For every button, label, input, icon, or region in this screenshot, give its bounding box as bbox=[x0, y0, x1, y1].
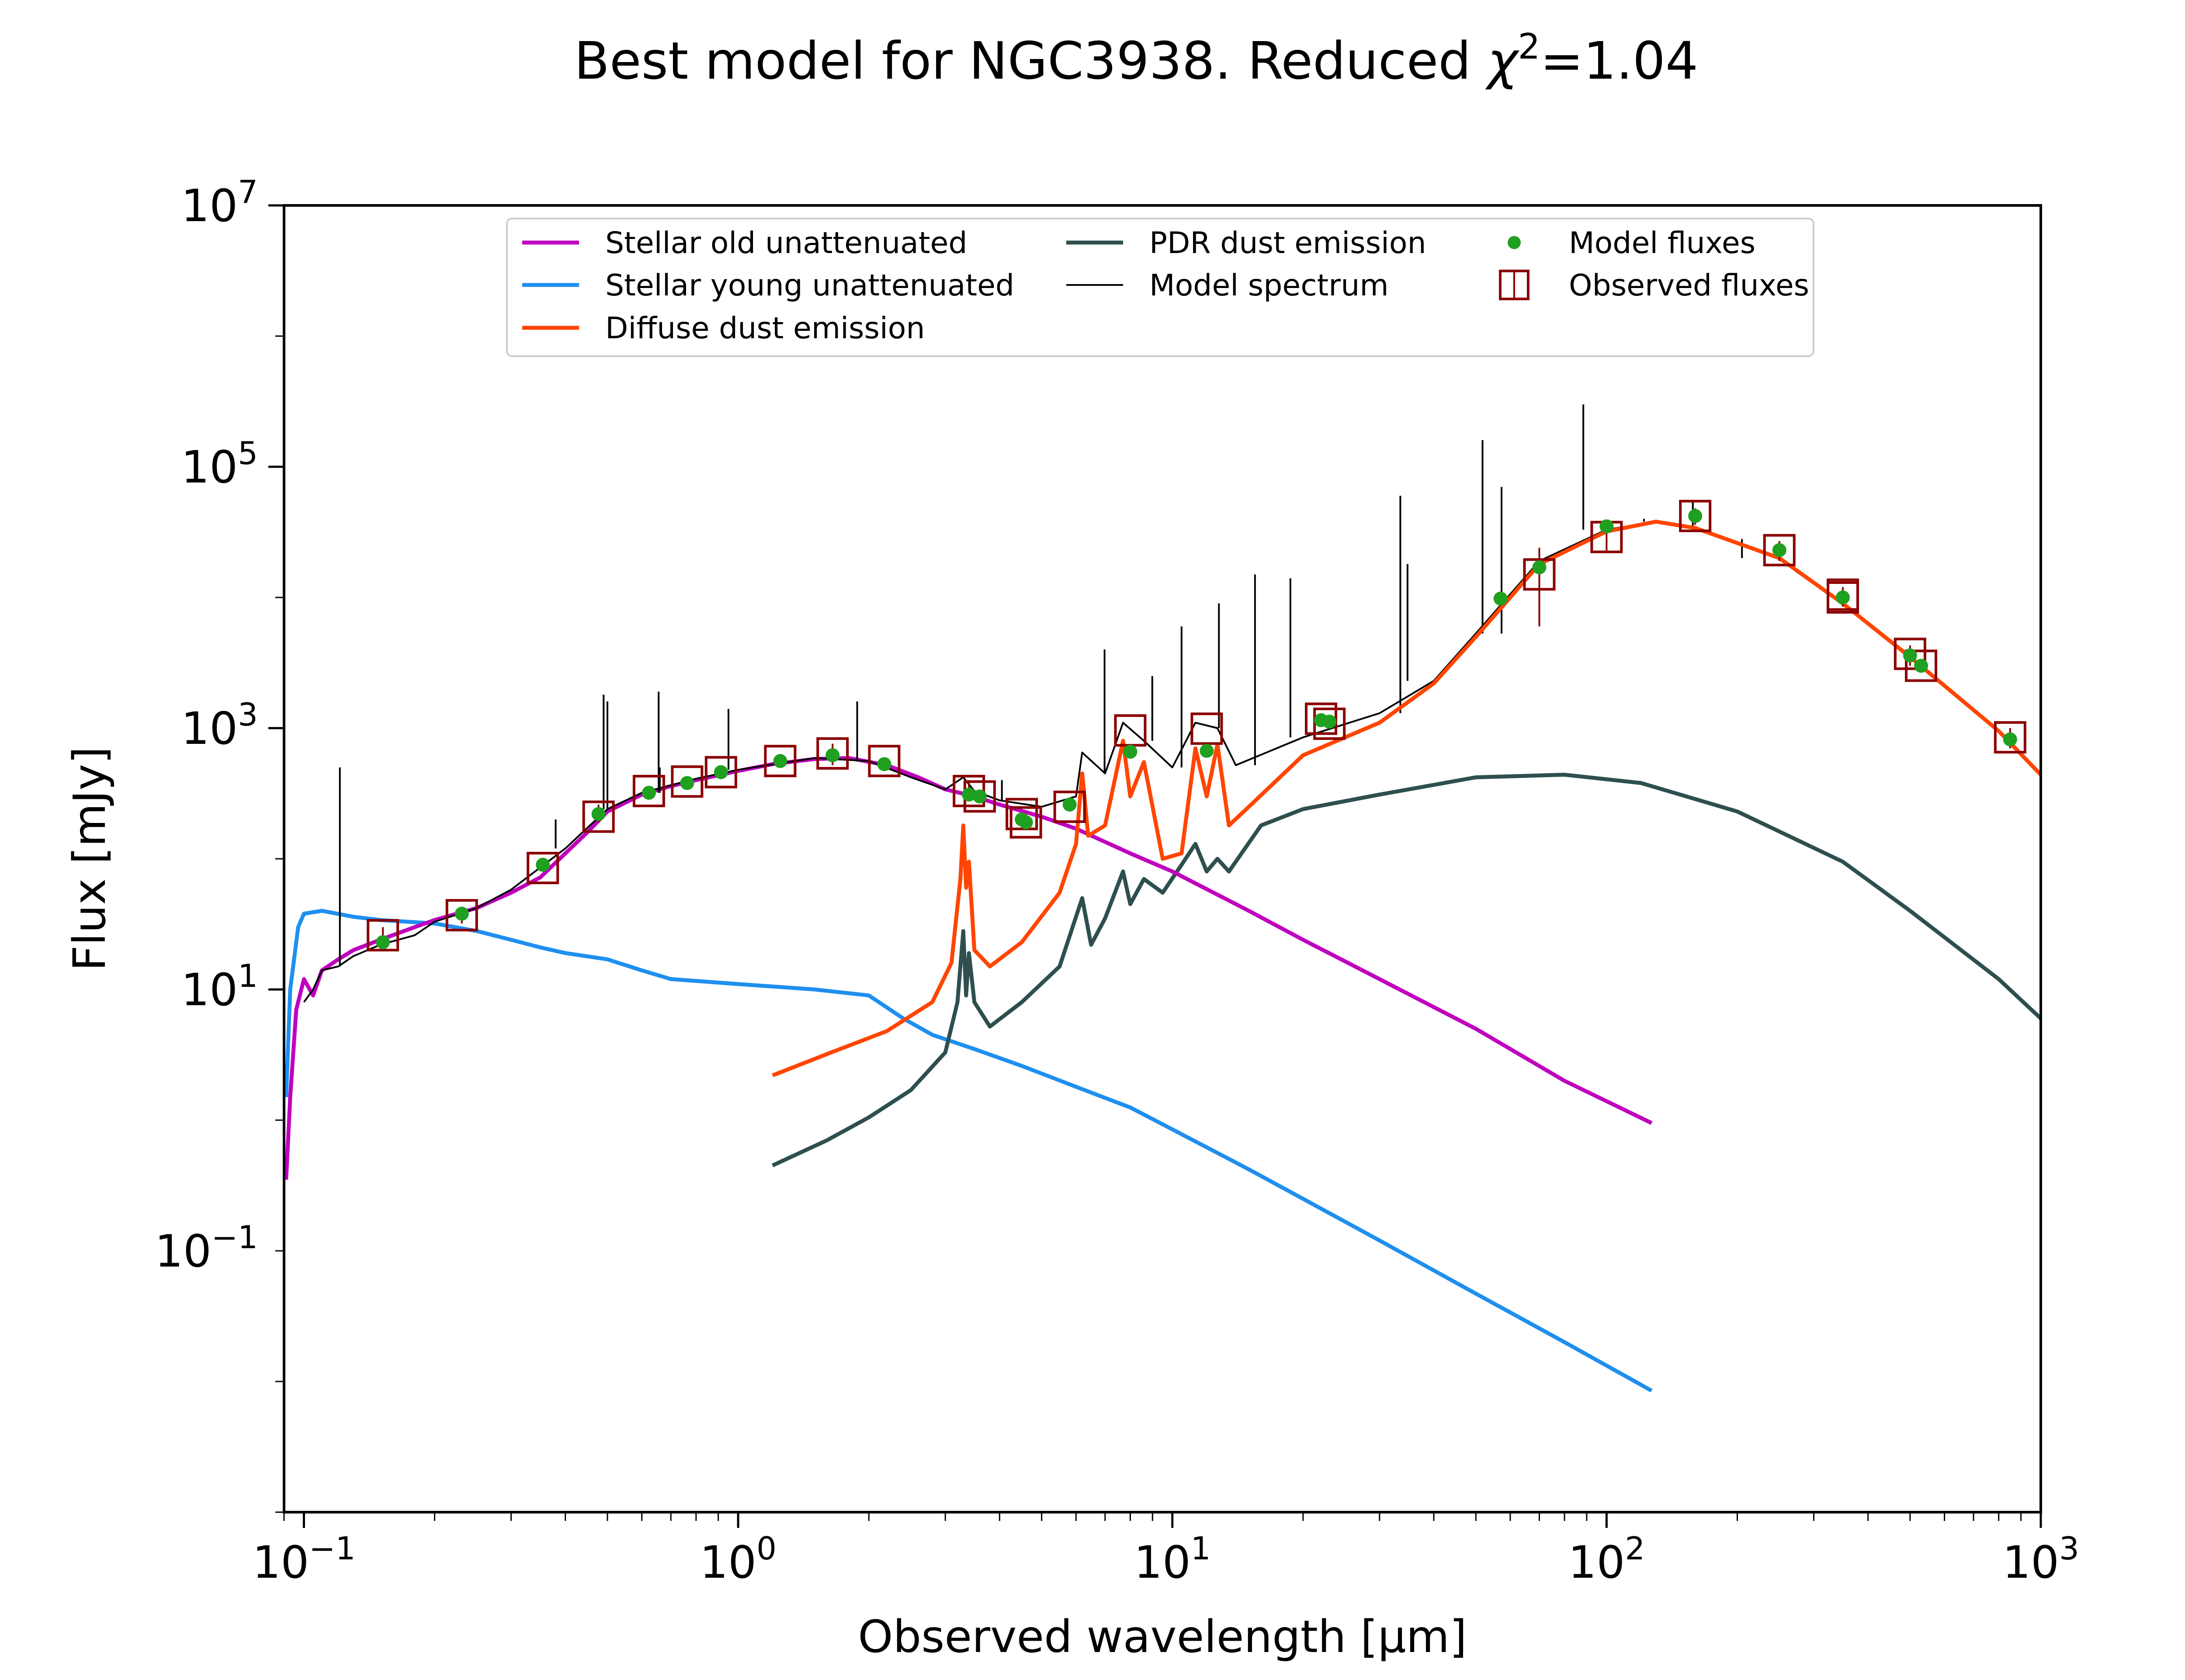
observed-flux-marker bbox=[816, 737, 849, 770]
series-line-pdr-dust-emission bbox=[771, 773, 2041, 1167]
marker-layer bbox=[367, 500, 2026, 951]
legend-label-pdr-dust-emission: PDR dust emission bbox=[1149, 226, 1426, 260]
model-flux-marker bbox=[1493, 591, 1508, 606]
y-axis-label: Flux [mJy] bbox=[64, 746, 116, 971]
observed-flux-marker bbox=[1053, 791, 1086, 823]
legend-label-stellar-young-unattenuated: Stellar young unattenuated bbox=[605, 268, 1014, 303]
model-flux-marker bbox=[1772, 543, 1786, 557]
chart-title-chi-symbol: χ bbox=[1485, 31, 1520, 91]
observed-flux-marker bbox=[671, 765, 704, 798]
model-flux-marker bbox=[1123, 744, 1138, 759]
model-flux-marker bbox=[714, 765, 728, 779]
series-line-stellar-young-unattenuated bbox=[284, 909, 1653, 1393]
model-flux-marker bbox=[1322, 715, 1337, 729]
x-axis-label: Observed wavelength [μm] bbox=[858, 1611, 1467, 1663]
x-tick-label: 101 bbox=[1134, 1530, 1211, 1589]
x-axis-ticks: 10−1 100 101 102 103 bbox=[252, 1512, 2079, 1589]
plot-frame bbox=[283, 204, 2042, 1513]
observed-flux-marker bbox=[1826, 578, 1859, 611]
model-flux-marker bbox=[1835, 590, 1850, 604]
model-flux-marker bbox=[642, 785, 656, 800]
model-flux-marker bbox=[825, 748, 840, 763]
observed-flux-marker bbox=[1313, 708, 1346, 740]
model-flux-marker bbox=[877, 757, 891, 771]
observed-flux-marker bbox=[1994, 721, 2026, 754]
observed-flux-marker bbox=[764, 745, 797, 778]
model-flux-marker bbox=[962, 788, 976, 802]
legend-label-model-spectrum: Model spectrum bbox=[1149, 268, 1389, 303]
observed-flux-marker bbox=[367, 919, 399, 951]
x-tick-label: 10−1 bbox=[252, 1530, 355, 1589]
observed-flux-marker bbox=[527, 852, 559, 885]
observed-flux-marker bbox=[704, 756, 737, 788]
y-tick-label: 10−1 bbox=[155, 1219, 258, 1277]
legend-label-observed-fluxes: Observed fluxes bbox=[1569, 268, 1809, 303]
model-flux-marker bbox=[376, 935, 390, 949]
x-tick-label: 100 bbox=[700, 1530, 777, 1589]
observed-flux-marker bbox=[1190, 712, 1223, 745]
chart-title-exponent: 2 bbox=[1518, 26, 1540, 67]
series-line-model-spectrum bbox=[303, 521, 2041, 1003]
model-flux-marker bbox=[591, 807, 606, 821]
series-layer bbox=[284, 404, 2041, 1393]
model-flux-marker bbox=[1062, 797, 1077, 812]
observed-flux-marker bbox=[1905, 649, 1938, 682]
chart-title-prefix: Best model for NGC3938. Reduced bbox=[574, 31, 1488, 91]
y-tick-label: 103 bbox=[181, 696, 258, 755]
observed-flux-marker bbox=[1894, 638, 1926, 670]
legend-box bbox=[506, 218, 1814, 357]
series-line-stellar-old-unattenuated bbox=[284, 756, 1653, 1180]
y-tick-label: 105 bbox=[181, 435, 258, 493]
legend-swatch-model-fluxes bbox=[1508, 236, 1521, 249]
series-line-diffuse-dust-emission bbox=[772, 520, 2041, 1077]
model-flux-marker bbox=[1914, 659, 1928, 673]
observed-flux-marker bbox=[582, 800, 615, 833]
y-tick-label: 107 bbox=[181, 174, 258, 232]
observed-flux-marker bbox=[1009, 806, 1042, 839]
model-flux-marker bbox=[680, 776, 694, 790]
y-axis-ticks: 10−1 101 103 105 107 bbox=[155, 174, 284, 1513]
model-flux-marker bbox=[773, 754, 787, 768]
model-flux-marker bbox=[1200, 744, 1214, 758]
legend-label-stellar-old-unattenuated: Stellar old unattenuated bbox=[605, 226, 968, 260]
observed-flux-marker bbox=[1679, 500, 1712, 532]
observed-flux-marker bbox=[1523, 558, 1556, 591]
x-tick-label: 102 bbox=[1568, 1530, 1645, 1589]
model-flux-marker bbox=[536, 857, 550, 872]
observed-flux-marker bbox=[632, 774, 665, 807]
model-flux-marker bbox=[1532, 560, 1547, 575]
model-flux-marker bbox=[2003, 732, 2017, 746]
legend-label-diffuse-dust-emission: Diffuse dust emission bbox=[605, 311, 925, 346]
observed-flux-marker bbox=[1763, 534, 1796, 566]
chart-title: Best model for NGC3938. Reduced χ2=1.04 bbox=[574, 26, 1698, 91]
legend: Stellar old unattenuated Stellar young un… bbox=[506, 218, 1814, 357]
model-flux-marker bbox=[1019, 815, 1033, 830]
observed-flux-marker bbox=[1304, 702, 1337, 735]
model-flux-marker bbox=[972, 789, 987, 804]
observed-flux-marker bbox=[868, 745, 901, 778]
observed-flux-marker bbox=[1006, 798, 1038, 830]
y-tick-label: 101 bbox=[181, 958, 258, 1016]
legend-label-model-fluxes: Model fluxes bbox=[1569, 226, 1755, 260]
chart-title-suffix: =1.04 bbox=[1540, 31, 1698, 91]
x-tick-label: 103 bbox=[2002, 1530, 2079, 1589]
model-flux-marker bbox=[1688, 509, 1703, 523]
observed-flux-marker bbox=[445, 899, 478, 932]
model-flux-marker bbox=[1903, 648, 1917, 663]
model-flux-marker bbox=[1599, 519, 1614, 534]
model-flux-marker bbox=[454, 906, 469, 921]
